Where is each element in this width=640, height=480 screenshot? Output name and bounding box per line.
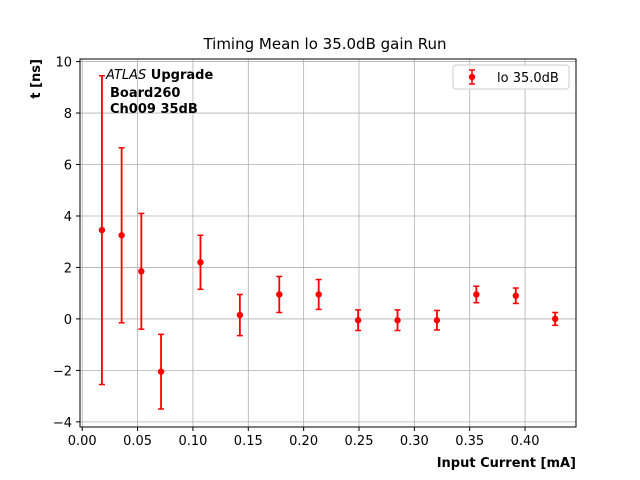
chart-title: Timing Mean lo 35.0dB gain Run	[202, 35, 446, 53]
data-marker	[118, 232, 125, 239]
data-marker	[157, 368, 165, 375]
annotation-atlas: ATLAS	[105, 68, 146, 83]
data-point	[236, 293, 244, 337]
data-point	[473, 285, 480, 304]
x-tick-label: 0.20	[289, 434, 318, 449]
data-point	[157, 333, 165, 410]
data-point	[394, 309, 401, 332]
legend: lo 35.0dB	[452, 64, 570, 90]
annotation: ATLAS Upgrade Board260 Ch009 35dB	[105, 68, 213, 117]
data-marker	[512, 292, 519, 299]
x-tick-label: 0.30	[400, 434, 429, 449]
plot-frame	[79, 58, 577, 428]
x-tick-label: 0.40	[511, 434, 540, 449]
legend-box	[452, 64, 570, 90]
data-series	[98, 74, 559, 410]
y-tick-label: 0	[64, 313, 72, 328]
data-marker	[197, 259, 204, 266]
y-tick-label: 4	[64, 210, 72, 225]
x-tick-label: 0.00	[68, 434, 97, 449]
data-point	[512, 287, 519, 305]
data-point	[138, 212, 145, 330]
data-marker	[394, 317, 401, 324]
y-tick-label: 10	[55, 56, 72, 71]
x-tick-label: 0.25	[345, 434, 374, 449]
annotation-upgrade: Upgrade	[146, 68, 213, 83]
legend-marker	[468, 73, 476, 81]
y-axis-label: t [ns]	[29, 59, 44, 99]
series-layer	[98, 74, 559, 410]
annotation-board: Board260	[110, 86, 180, 101]
data-marker	[138, 268, 145, 275]
data-marker	[473, 291, 480, 298]
y-axis: −4 −2 0 2 4 6 8 10	[53, 56, 80, 431]
y-tick-label: 2	[64, 261, 72, 276]
x-axis: 0.00 0.05 0.10 0.15 0.20 0.25 0.30 0.35 0.40	[68, 427, 540, 449]
data-point	[276, 275, 283, 314]
grid	[80, 59, 576, 427]
annotation-channel: Ch009 35dB	[110, 102, 198, 117]
data-marker	[315, 291, 322, 298]
data-point	[197, 234, 204, 291]
data-point	[315, 278, 322, 311]
data-marker	[551, 315, 559, 323]
data-marker	[276, 291, 283, 298]
x-tick-label: 0.35	[455, 434, 484, 449]
x-axis-label: Input Current [mA]	[437, 456, 576, 471]
annotation-experiment: ATLAS Upgrade	[105, 68, 213, 83]
y-tick-label: 6	[64, 159, 72, 174]
data-marker	[236, 311, 244, 319]
y-tick-label: −4	[53, 416, 72, 431]
data-point	[433, 309, 441, 331]
data-marker	[354, 317, 362, 324]
data-point	[354, 309, 362, 332]
y-tick-label: 8	[64, 107, 72, 122]
data-point	[551, 311, 559, 327]
data-marker	[433, 317, 441, 324]
y-tick-label: −2	[53, 364, 72, 379]
data-point	[118, 147, 125, 324]
x-tick-label: 0.10	[178, 434, 207, 449]
x-tick-label: 0.05	[123, 434, 152, 449]
x-tick-label: 0.15	[234, 434, 263, 449]
data-marker	[98, 226, 106, 234]
data-point	[98, 74, 106, 386]
legend-label: lo 35.0dB	[497, 71, 559, 86]
